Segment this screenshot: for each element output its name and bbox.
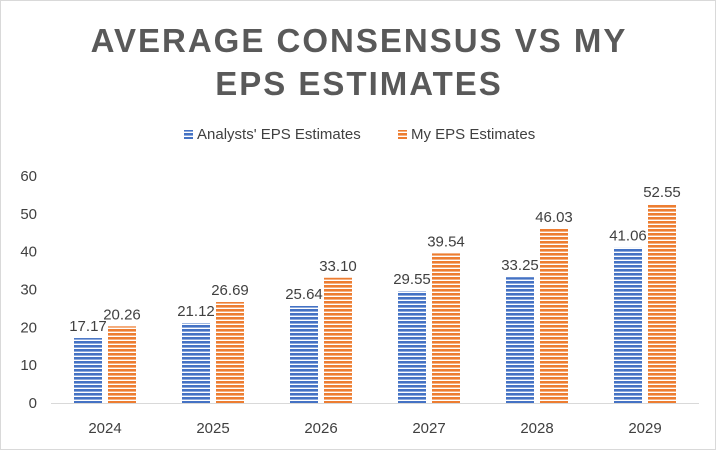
- x-tick-label: 2027: [412, 420, 445, 437]
- legend-swatch-my: [398, 130, 407, 139]
- y-tick-label: 20: [20, 319, 37, 336]
- x-tick-label: 2028: [520, 420, 553, 437]
- x-tick-label: 2025: [196, 420, 229, 437]
- data-label-analysts-2026: 25.64: [285, 286, 323, 303]
- legend-swatch-analysts: [184, 130, 193, 139]
- data-label-my-2025: 26.69: [211, 282, 249, 299]
- y-tick-label: 30: [20, 282, 37, 299]
- bar-my-2027: [432, 253, 460, 403]
- bar-analysts-2029: [614, 247, 642, 403]
- x-tick-label: 2029: [628, 420, 661, 437]
- bar-analysts-2024: [74, 338, 102, 403]
- bar-my-2025: [216, 302, 244, 403]
- bar-my-2029: [648, 204, 676, 403]
- data-label-analysts-2029: 41.06: [609, 228, 647, 245]
- legend-label-my: My EPS Estimates: [411, 126, 535, 143]
- data-label-my-2026: 33.10: [319, 258, 357, 275]
- data-label-my-2027: 39.54: [427, 233, 465, 250]
- bar-analysts-2025: [182, 323, 210, 403]
- data-label-analysts-2027: 29.55: [393, 271, 431, 288]
- x-axis-ticks: 2024 2025 2026 2027 2028 2029: [88, 420, 661, 437]
- data-label-analysts-2024: 17.17: [69, 318, 107, 335]
- bar-analysts-2027: [398, 291, 426, 403]
- bar-my-2026: [324, 277, 352, 403]
- bar-my-2024: [108, 326, 136, 403]
- data-label-my-2028: 46.03: [535, 209, 573, 226]
- y-tick-label: 0: [29, 395, 37, 412]
- bar-analysts-2028: [506, 277, 534, 403]
- y-tick-label: 10: [20, 357, 37, 374]
- data-label-my-2024: 20.26: [103, 306, 141, 323]
- x-tick-label: 2026: [304, 420, 337, 437]
- data-label-analysts-2025: 21.12: [177, 303, 215, 320]
- y-tick-label: 60: [20, 168, 37, 185]
- bar-my-2028: [540, 228, 568, 403]
- chart-title-line-1: AVERAGE CONSENSUS VS MY: [91, 22, 628, 59]
- chart-title-line-2: EPS ESTIMATES: [215, 65, 503, 102]
- data-label-analysts-2028: 33.25: [501, 257, 539, 274]
- y-axis-ticks: 0 10 20 30 40 50 60: [20, 168, 37, 412]
- legend-item-analysts: Analysts' EPS Estimates: [184, 126, 361, 143]
- bar-analysts-2026: [290, 305, 318, 403]
- legend-item-my: My EPS Estimates: [398, 126, 535, 143]
- y-tick-label: 40: [20, 244, 37, 261]
- legend: Analysts' EPS Estimates My EPS Estimates: [184, 126, 535, 143]
- legend-label-analysts: Analysts' EPS Estimates: [197, 126, 361, 143]
- y-tick-label: 50: [20, 206, 37, 223]
- x-tick-label: 2024: [88, 420, 121, 437]
- data-label-my-2029: 52.55: [643, 184, 681, 201]
